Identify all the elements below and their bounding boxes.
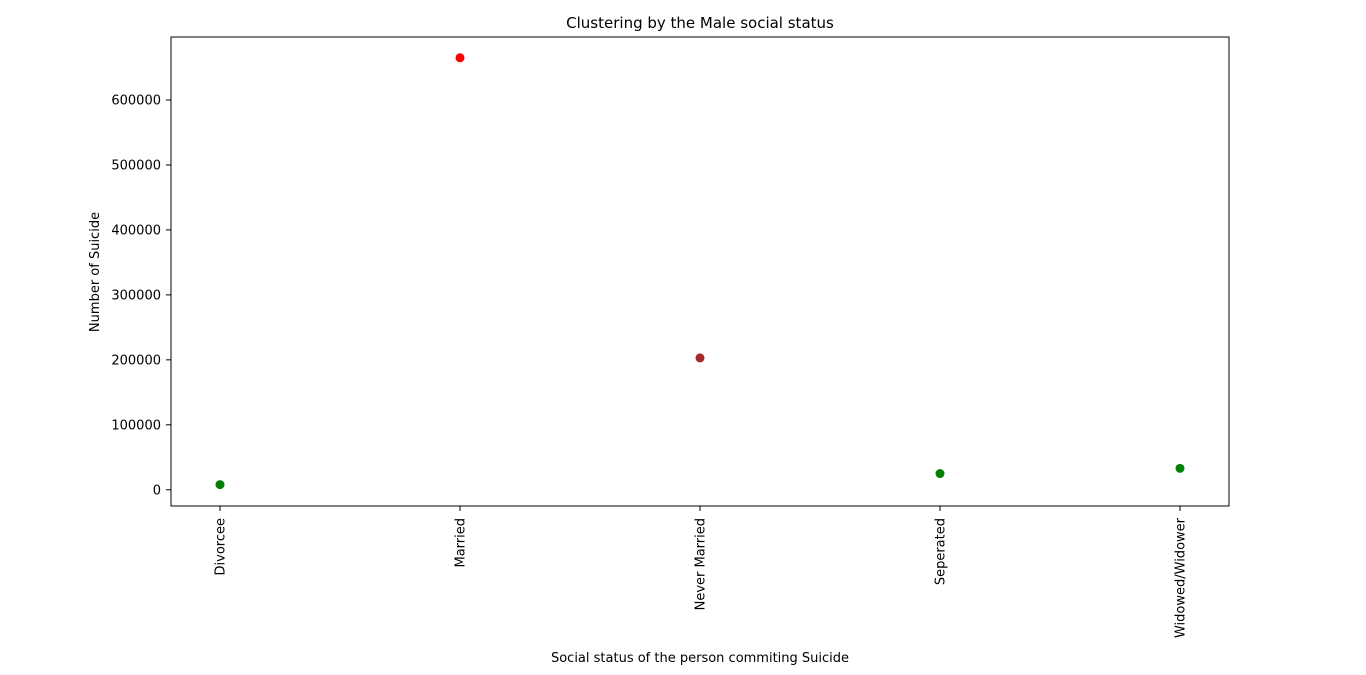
data-point-divorcee [215, 480, 225, 490]
x-tick-label: Divorcee [214, 518, 229, 575]
y-tick-label: 100000 [111, 418, 161, 433]
y-tick-label: 200000 [111, 353, 161, 368]
y-tick-label: 0 [153, 483, 161, 498]
y-tick-label: 600000 [111, 94, 161, 109]
y-tick-label: 400000 [111, 223, 161, 238]
y-tick-label: 500000 [111, 158, 161, 173]
chart-title: Clustering by the Male social status [566, 14, 834, 32]
data-points [215, 53, 1185, 490]
x-tick-label: Widowed/Widower [1174, 517, 1189, 638]
x-axis-ticks: Divorcee Married Never Married Seperated Wid… [214, 506, 1189, 638]
y-axis-label: Number of Suicide [88, 212, 103, 332]
y-tick-label: 300000 [111, 288, 161, 303]
x-tick-label: Married [454, 518, 469, 568]
data-point-seperated [935, 469, 945, 479]
x-tick-label: Seperated [934, 518, 949, 585]
x-tick-label: Never Married [694, 518, 709, 610]
data-point-married [455, 53, 465, 63]
data-point-never-married [695, 353, 705, 363]
plot-area-frame [170, 36, 1230, 507]
y-axis-ticks: 0 100000 200000 300000 400000 500000 600000 [111, 94, 171, 498]
x-axis-label: Social status of the person commiting Su… [551, 651, 849, 666]
data-point-widowed-widower [1175, 463, 1185, 473]
